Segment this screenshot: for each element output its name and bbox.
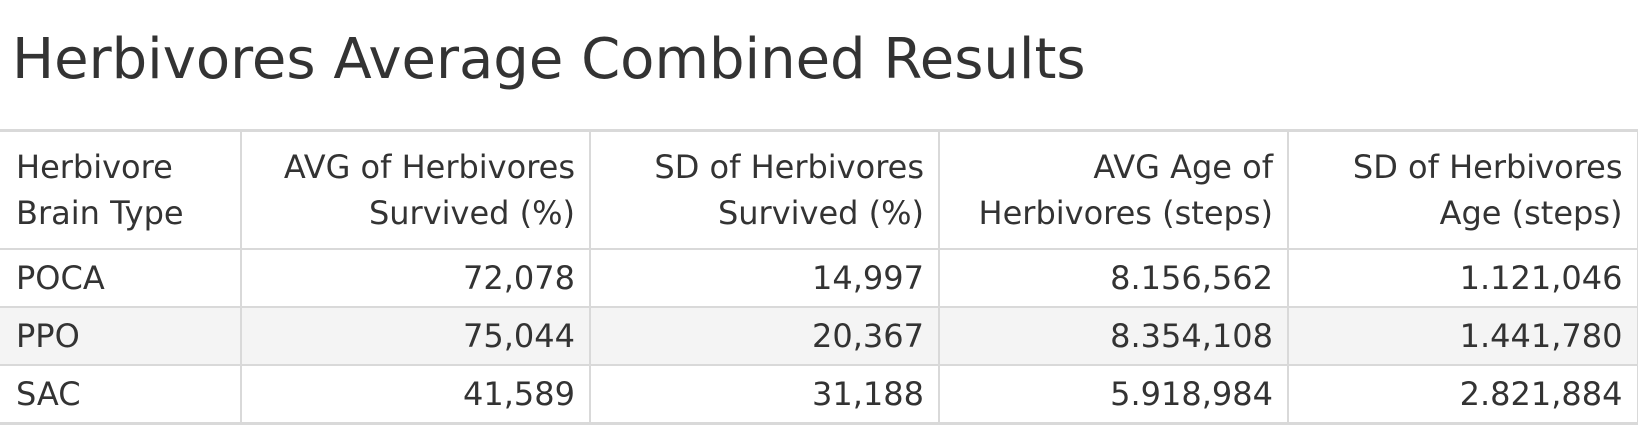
column-header-line: Survived (%): [368, 194, 575, 232]
results-table: Herbivore Brain Type AVG of Herbivores S…: [0, 129, 1638, 425]
table-cell: 1.121,046: [1287, 248, 1638, 308]
row-label-cell: PPO: [0, 306, 242, 366]
column-header-line: SD of Herbivores: [1352, 148, 1623, 186]
column-header-brain-type: Herbivore Brain Type: [0, 129, 242, 250]
table-cell: 20,367: [589, 306, 940, 366]
results-table-container: Herbivore Brain Type AVG of Herbivores S…: [0, 129, 1638, 425]
table-cell: 5.918,984: [938, 364, 1289, 425]
column-header-sd-survived: SD of Herbivores Survived (%): [589, 129, 940, 250]
table-header-row: Herbivore Brain Type AVG of Herbivores S…: [0, 129, 1638, 250]
column-header-line: AVG of Herbivores: [283, 148, 575, 186]
page-title: Herbivores Average Combined Results: [12, 27, 1086, 92]
column-header-avg-age: AVG Age of Herbivores (steps): [938, 129, 1289, 250]
table-row: SAC 41,589 31,188 5.918,984 2.821,884: [0, 364, 1638, 425]
table-cell: 75,044: [240, 306, 591, 366]
column-header-avg-survived: AVG of Herbivores Survived (%): [240, 129, 591, 250]
column-header-line: Herbivores (steps): [978, 194, 1273, 232]
table-row: PPO 75,044 20,367 8.354,108 1.441,780: [0, 306, 1638, 366]
row-label-cell: POCA: [0, 248, 242, 308]
column-header-line: Age (steps): [1439, 194, 1623, 232]
table-cell: 2.821,884: [1287, 364, 1638, 425]
row-label-cell: SAC: [0, 364, 242, 425]
column-header-line: AVG Age of: [1093, 148, 1273, 186]
column-header-sd-age: SD of Herbivores Age (steps): [1287, 129, 1638, 250]
table-row: POCA 72,078 14,997 8.156,562 1.121,046: [0, 248, 1638, 308]
column-header-line: Herbivore: [16, 148, 173, 186]
column-header-line: Brain Type: [16, 194, 184, 232]
column-header-line: Survived (%): [717, 194, 924, 232]
table-cell: 8.156,562: [938, 248, 1289, 308]
table-cell: 14,997: [589, 248, 940, 308]
table-cell: 72,078: [240, 248, 591, 308]
table-cell: 41,589: [240, 364, 591, 425]
column-header-line: SD of Herbivores: [654, 148, 924, 186]
table-cell: 31,188: [589, 364, 940, 425]
table-cell: 8.354,108: [938, 306, 1289, 366]
table-cell: 1.441,780: [1287, 306, 1638, 366]
